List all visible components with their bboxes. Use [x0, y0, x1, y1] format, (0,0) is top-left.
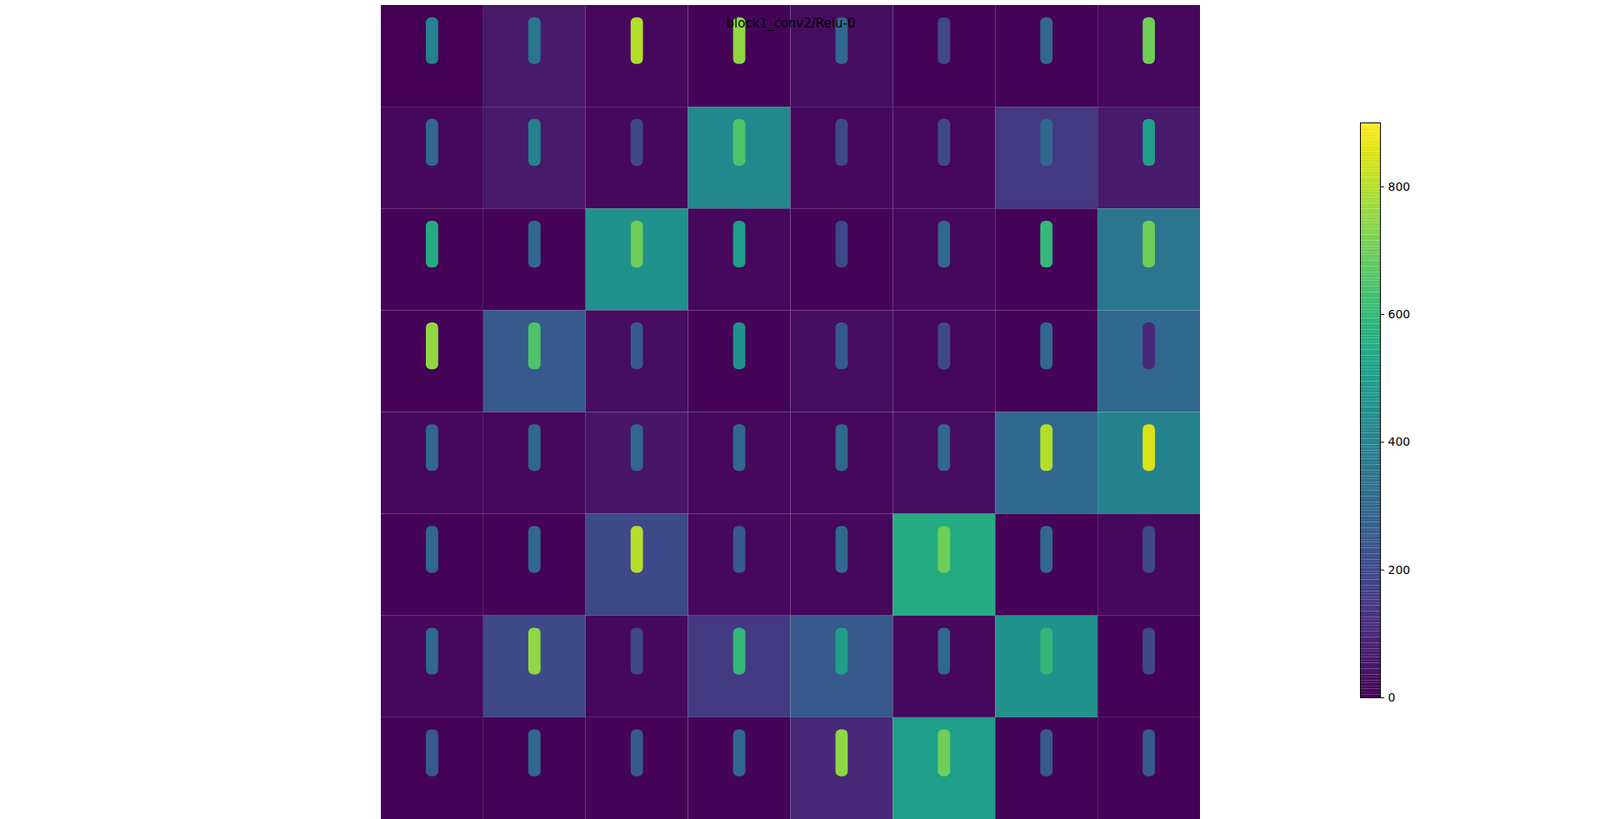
- svg-text:600: 600: [1388, 307, 1411, 321]
- svg-text:400: 400: [1388, 435, 1411, 449]
- svg-text:200: 200: [1388, 563, 1411, 577]
- svg-text:block1_conv2/Relu-0: block1_conv2/Relu-0: [726, 15, 856, 32]
- svg-text:800: 800: [1388, 180, 1411, 194]
- svg-text:0: 0: [1388, 690, 1396, 705]
